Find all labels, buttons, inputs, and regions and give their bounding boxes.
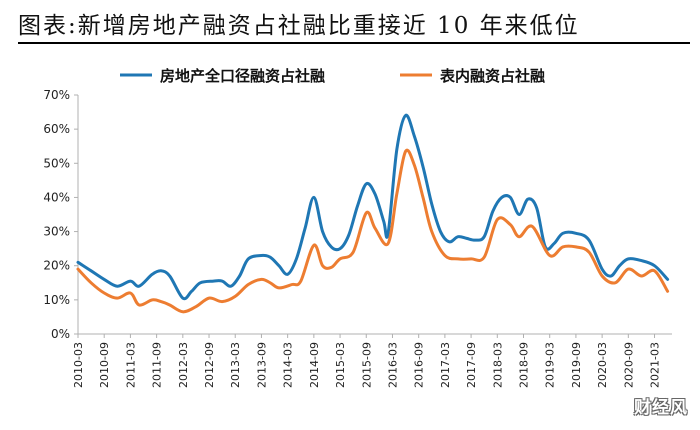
x-axis-ticks: 2010-03 2010-09 2011-03 2011-09 2012-03 2012-… (72, 334, 662, 388)
y-axis-ticks: 0% 10% 20% 30% 40% 50% 60% 70% (43, 88, 78, 341)
y-tick-label: 60% (43, 122, 70, 136)
x-tick-label: 2016-03 (386, 342, 399, 388)
x-tick-label: 2020-09 (622, 342, 635, 388)
x-tick-label: 2016-09 (413, 342, 426, 388)
page-title: 图表:新增房地产融资占社融比重接近 10 年来低位 (18, 13, 580, 39)
x-tick-label: 2019-03 (544, 342, 557, 388)
legend-label-1: 房地产全口径融资占社融 (160, 67, 325, 85)
x-tick-label: 2021-03 (649, 342, 662, 388)
x-tick-label: 2014-03 (282, 342, 295, 388)
series-lines (76, 113, 670, 314)
watermark-logo: 财经风 (634, 398, 688, 418)
chart-axes (77, 95, 672, 335)
x-tick-label: 2018-03 (491, 342, 504, 388)
x-tick-label: 2013-09 (255, 342, 268, 388)
legend-label-2: 表内融资占社融 (440, 67, 545, 85)
title-divider (18, 42, 690, 44)
x-tick-label: 2015-03 (334, 342, 347, 388)
y-tick-label: 20% (43, 259, 70, 273)
y-tick-label: 70% (43, 88, 70, 102)
x-tick-label: 2011-09 (151, 342, 164, 388)
x-tick-label: 2010-09 (98, 342, 111, 388)
x-tick-label: 2011-03 (124, 342, 137, 388)
x-tick-label: 2012-09 (203, 342, 216, 388)
y-tick-label: 30% (43, 225, 70, 239)
chart-legend: 房地产全口径融资占社融 表内融资占社融 (120, 67, 545, 85)
x-tick-label: 2017-09 (465, 342, 478, 388)
series-line-2 (76, 148, 670, 314)
x-tick-label: 2010-03 (72, 342, 85, 388)
x-tick-label: 2019-09 (570, 342, 583, 388)
x-tick-label: 2014-09 (308, 342, 321, 388)
x-tick-label: 2015-09 (360, 342, 373, 388)
x-tick-label: 2018-09 (518, 342, 531, 388)
y-tick-label: 40% (43, 190, 70, 204)
x-tick-label: 2013-03 (229, 342, 242, 388)
y-tick-label: 0% (51, 327, 70, 341)
x-tick-label: 2017-03 (439, 342, 452, 388)
series-line-1 (76, 113, 670, 301)
y-tick-label: 10% (43, 293, 70, 307)
y-tick-label: 50% (43, 156, 70, 170)
x-tick-label: 2012-03 (177, 342, 190, 388)
x-tick-label: 2020-03 (596, 342, 609, 388)
